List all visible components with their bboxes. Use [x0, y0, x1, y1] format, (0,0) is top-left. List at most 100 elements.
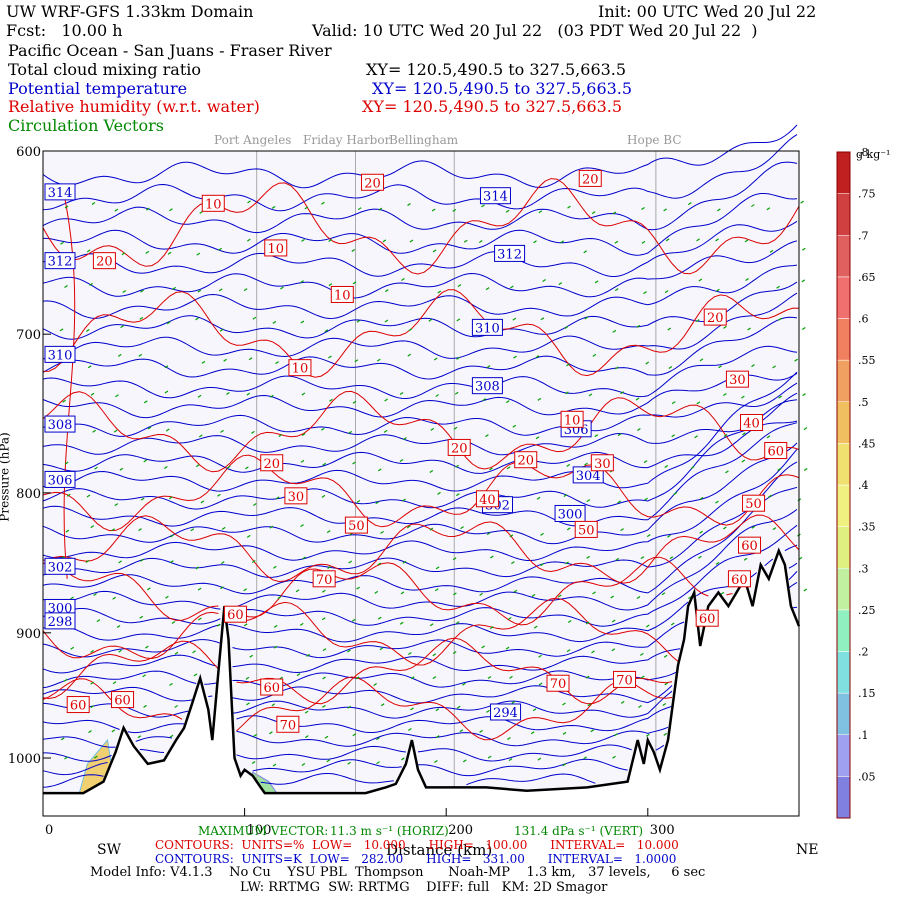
vector-arrow: [300, 280, 304, 284]
vector-arrow: [193, 673, 198, 677]
vector-arrow: [537, 757, 542, 761]
rh-label-box: [514, 451, 538, 469]
vector-arrow: [351, 618, 356, 622]
vector-arrow: [715, 500, 719, 504]
field-rh-name: Relative humidity (w.r.t. water): [8, 97, 260, 116]
vector-arrow: [715, 561, 720, 565]
vector-arrow: [275, 496, 280, 500]
vector-arrow: [587, 703, 592, 707]
vector-arrow: [174, 651, 179, 655]
rh-label: 20: [707, 311, 724, 326]
vector-arrow: [196, 252, 201, 256]
x-tick-label: 300: [650, 823, 675, 838]
vector-arrow: [59, 328, 64, 332]
vector-arrow: [219, 328, 224, 332]
vector-arrow: [698, 278, 703, 282]
vector-arrow: [776, 285, 780, 289]
vector-arrow: [615, 557, 620, 561]
theta-contour-line: [42, 544, 798, 643]
theta-label: 312: [497, 247, 522, 262]
vector-arrow: [295, 589, 300, 593]
vector-arrow: [772, 527, 777, 531]
vector-arrow: [646, 534, 651, 538]
vector-arrow: [802, 393, 806, 397]
vector-arrow: [508, 758, 513, 762]
vector-arrow: [718, 365, 722, 369]
vector-arrow: [347, 705, 352, 709]
vector-arrow: [252, 316, 257, 320]
vector-arrow: [304, 710, 309, 714]
vector-arrow: [434, 588, 439, 592]
vector-arrow: [800, 200, 804, 204]
vector-arrow: [456, 493, 460, 497]
theta-label-box: [494, 244, 526, 262]
vector-arrow: [695, 319, 700, 323]
theta-label: 294: [493, 706, 518, 721]
vector-arrow: [328, 239, 332, 243]
vector-arrow: [617, 500, 622, 504]
vector-arrow: [540, 532, 544, 536]
vector-arrow: [138, 353, 143, 357]
vector-arrow: [699, 530, 703, 534]
colorbar-tick-label: .45: [858, 437, 876, 450]
vector-arrow: [535, 355, 540, 359]
vector-arrow: [620, 391, 624, 395]
vector-arrow: [592, 591, 596, 595]
theta-contour-line: [42, 486, 798, 595]
vector-arrow: [166, 321, 171, 325]
vector-arrow: [489, 467, 493, 471]
rh-label-box: [344, 516, 368, 534]
vector-arrow: [306, 653, 310, 657]
vector-arrow: [380, 530, 384, 534]
vector-arrow: [486, 709, 490, 713]
vector-arrow: [112, 681, 117, 685]
vector-arrow: [741, 459, 746, 463]
colorbar-swatch: [836, 401, 851, 444]
vector-arrow: [90, 649, 94, 653]
vector-arrow: [117, 353, 122, 357]
rh-contours: [43, 178, 799, 741]
vector-arrow: [584, 462, 588, 466]
colorbar-tick-label: .25: [858, 604, 876, 617]
vector-arrow: [455, 464, 459, 468]
vector-arrow: [246, 238, 251, 242]
theta-contour-line: [42, 264, 798, 320]
rh-label-box: [284, 487, 308, 505]
vector-arrow: [513, 355, 517, 359]
rh-label-box: [740, 413, 764, 431]
vector-arrow: [277, 596, 282, 600]
max-vector-horiz: 11.3 m s⁻¹ (HORIZ): [330, 824, 449, 838]
theta-contour-line: [42, 399, 798, 456]
vector-arrow: [273, 624, 278, 628]
vector-arrow: [374, 590, 379, 594]
vector-arrow: [111, 528, 115, 532]
rh-label: 20: [364, 176, 381, 191]
vector-arrow: [614, 288, 619, 292]
vector-arrow: [747, 327, 751, 331]
theta-contour-line: [42, 240, 798, 299]
vector-arrow: [641, 240, 646, 244]
vector-arrow: [275, 361, 279, 365]
rh-label-box: [92, 252, 116, 270]
vector-arrow: [378, 207, 383, 211]
theta-contour-line: [42, 606, 798, 704]
vector-arrow: [456, 705, 461, 709]
model-info-2: LW: RRTMG SW: RRTMG DIFF: full KM: 2D Sm…: [240, 880, 608, 895]
vector-arrow: [355, 676, 360, 680]
vector-arrow: [566, 363, 570, 367]
theta-label: 306: [48, 473, 73, 488]
rh-label-box: [223, 605, 247, 623]
colorbar-tick-label: .2: [858, 646, 869, 659]
vector-arrow: [409, 239, 414, 243]
vector-arrow: [64, 461, 69, 465]
rh-label-box: [764, 442, 788, 460]
theta-contour-line: [42, 316, 798, 380]
vector-arrow: [138, 528, 142, 532]
vector-arrow: [585, 675, 590, 679]
theta-label-box: [490, 703, 522, 721]
vector-arrow: [745, 278, 749, 282]
vector-arrow: [485, 287, 490, 291]
theta-contour-line: [42, 461, 798, 578]
rh-label-box: [560, 410, 584, 428]
vector-arrow: [169, 734, 174, 738]
